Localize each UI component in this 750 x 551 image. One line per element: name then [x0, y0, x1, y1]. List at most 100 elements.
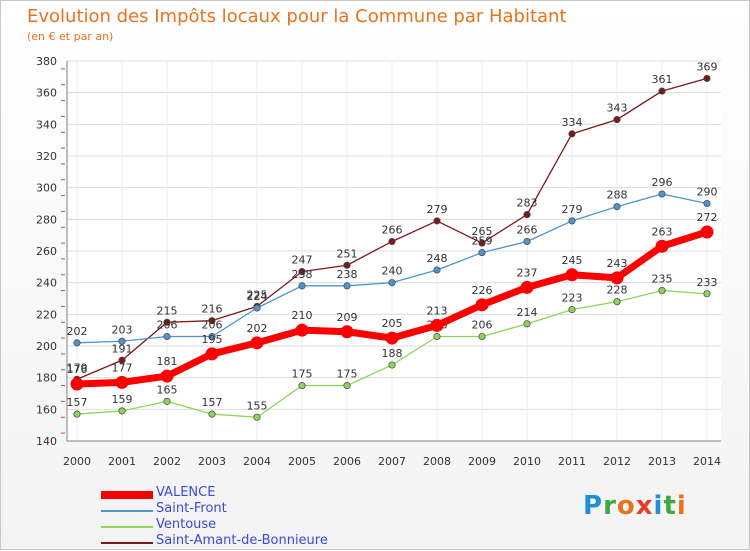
data-label: 240: [382, 265, 403, 278]
x-tick-label: 2011: [558, 455, 586, 468]
x-tick-label: 2014: [693, 455, 721, 468]
x-tick-label: 2005: [288, 455, 316, 468]
x-tick-label: 2001: [108, 455, 136, 468]
y-tick-label: 200: [36, 340, 57, 353]
logo-letter: t: [663, 491, 677, 521]
data-label: 175: [292, 368, 313, 381]
data-label: 205: [382, 317, 403, 330]
data-label: 343: [607, 102, 628, 115]
x-tick-label: 2000: [63, 455, 91, 468]
data-point: [295, 323, 309, 337]
logo-letter: o: [616, 491, 636, 521]
data-point: [613, 203, 621, 211]
data-label: 223: [562, 292, 583, 305]
data-point: [433, 266, 441, 274]
data-label: 176: [67, 363, 88, 376]
data-point: [703, 199, 711, 208]
data-point: [343, 261, 351, 269]
logo-letter: i: [676, 491, 687, 521]
data-point: [430, 318, 444, 332]
data-label: 248: [427, 252, 448, 265]
data-point: [208, 332, 216, 341]
data-label: 195: [202, 333, 223, 346]
data-point: [115, 375, 129, 389]
data-label: 279: [427, 203, 448, 216]
data-label: 206: [472, 319, 493, 332]
data-point: [388, 279, 396, 287]
series-saint-front: 202 203 206 206 224 238 238 240 248 259 266 279 288 2…: [67, 176, 718, 347]
logo-letter: P: [583, 491, 604, 521]
data-point: [163, 318, 171, 326]
data-point: [250, 336, 264, 350]
data-label: 334: [562, 116, 583, 129]
chart-subtitle: (en € et par an): [27, 30, 114, 43]
data-point: [385, 331, 399, 345]
x-tick-label: 2007: [378, 455, 406, 468]
data-label: 243: [607, 257, 628, 270]
data-label: 228: [607, 284, 628, 297]
data-point: [568, 217, 576, 225]
data-label: 266: [382, 224, 403, 237]
series-ventouse: 157 159 165 157 155 175 175 188 206 206 214 223 228 2…: [67, 273, 718, 421]
data-point: [658, 287, 666, 295]
data-label: 225: [247, 288, 268, 301]
y-tick-label: 300: [36, 182, 57, 195]
data-label: 251: [337, 247, 358, 260]
legend-label: Saint-Amant-de-Bonnieure: [156, 533, 328, 548]
data-label: 165: [157, 383, 178, 396]
data-label: 263: [652, 225, 673, 238]
data-label: 215: [157, 304, 178, 317]
data-label: 265: [472, 225, 493, 238]
y-tick-label: 220: [36, 308, 57, 321]
data-label: 157: [67, 396, 88, 409]
data-label: 272: [697, 211, 718, 224]
y-tick-label: 280: [36, 213, 57, 226]
series-saint-amant-de-bonnieure: 179 191 215 216 225 247 251 266 279 265 283 334 343 3…: [67, 60, 718, 383]
data-label: 203: [112, 323, 133, 336]
data-point: [388, 237, 396, 246]
legend-item: Saint-Front: [101, 501, 401, 519]
data-point: [388, 361, 396, 369]
data-label: 181: [157, 355, 178, 368]
data-point: [298, 382, 306, 390]
data-label: 235: [652, 273, 673, 286]
data-label: 369: [697, 60, 718, 73]
x-tick-label: 2004: [243, 455, 271, 468]
data-point: [208, 410, 216, 418]
data-label: 216: [202, 303, 223, 316]
data-point: [73, 410, 81, 418]
data-point: [298, 268, 306, 276]
data-label: 296: [652, 176, 673, 189]
data-point: [433, 332, 441, 341]
x-tick-label: 2012: [603, 455, 631, 468]
data-label: 191: [112, 342, 133, 355]
data-point: [703, 290, 711, 298]
legend-item: VALENCE: [101, 485, 401, 503]
proxiti-logo: Proxiti: [583, 491, 687, 521]
chart-legend: VALENCE Saint-Front Ventouse Saint-Amant-de…: [101, 485, 401, 551]
data-point: [655, 239, 669, 253]
data-point: [253, 413, 261, 421]
data-point: [658, 87, 666, 95]
x-tick-label: 2008: [423, 455, 451, 468]
data-point: [340, 325, 354, 339]
y-tick-label: 160: [36, 403, 57, 416]
data-point: [205, 347, 219, 361]
data-point: [520, 280, 534, 294]
data-point: [343, 282, 351, 290]
data-point: [478, 332, 486, 341]
data-label: 237: [517, 266, 538, 279]
y-tick-label: 320: [36, 150, 57, 163]
y-tick-label: 380: [36, 55, 57, 68]
data-point: [118, 407, 126, 415]
y-tick-label: 260: [36, 245, 57, 258]
y-tick-label: 340: [36, 118, 57, 131]
chart-title: Evolution des Impôts locaux pour la Comm…: [27, 6, 567, 27]
data-point: [475, 298, 489, 312]
legend-item: Ventouse: [101, 517, 401, 535]
data-point: [163, 397, 171, 405]
data-point: [298, 282, 306, 290]
legend-swatch: [101, 491, 153, 499]
data-label: 279: [562, 203, 583, 216]
